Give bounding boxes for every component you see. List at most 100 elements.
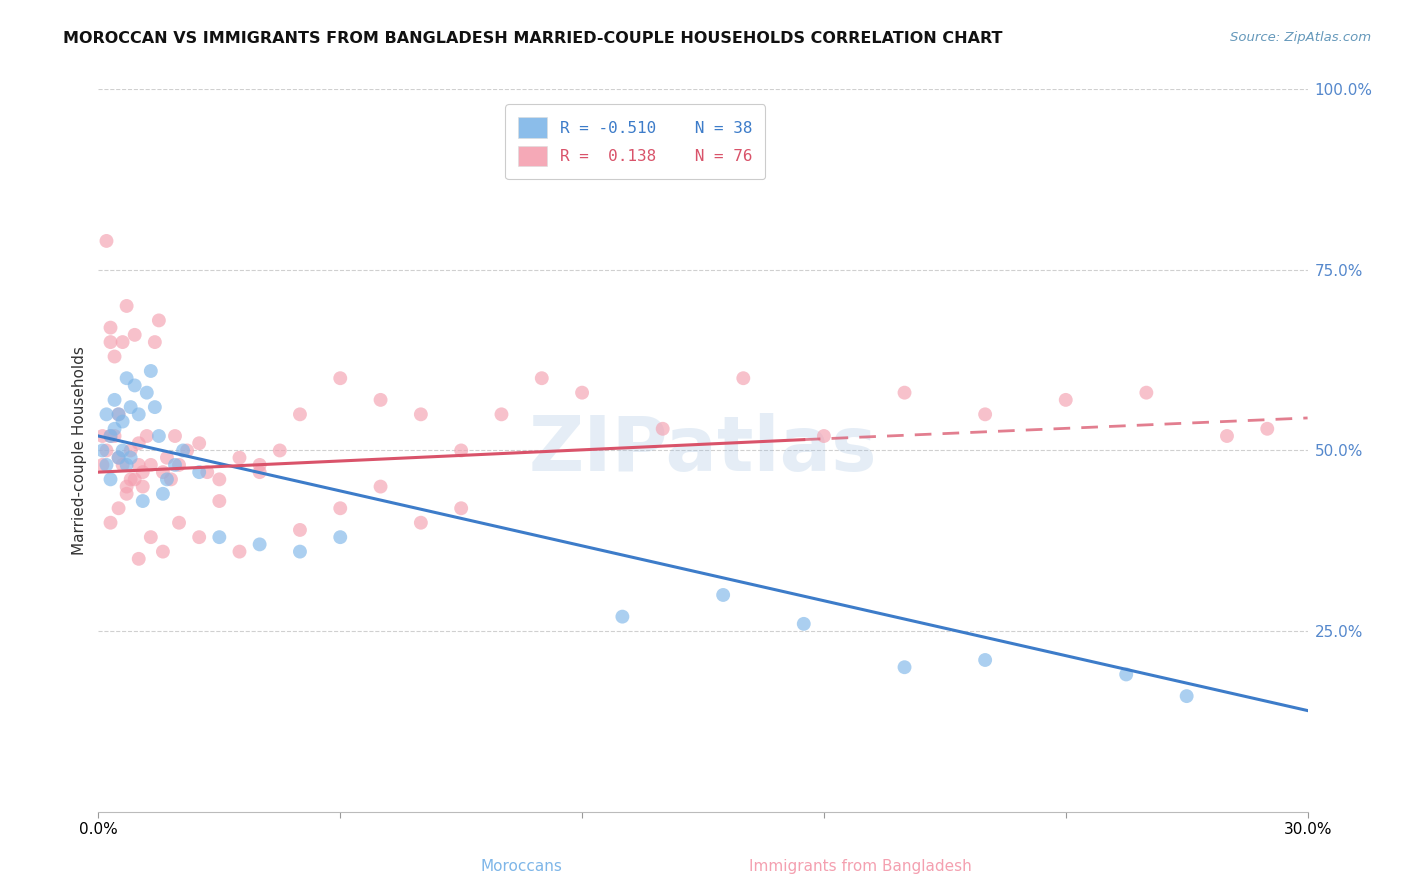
Point (96, 458, 118, 472)
Point (152, 465, 174, 479)
Text: Immigrants from Bangladesh: Immigrants from Bangladesh (749, 859, 972, 873)
Point (329, 501, 352, 516)
Point (128, 551, 150, 566)
Point (139, 458, 162, 472)
Point (1054, 392, 1077, 407)
Text: MOROCCAN VS IMMIGRANTS FROM BANGLADESH MARRIED-COUPLE HOUSEHOLDS CORRELATION CHA: MOROCCAN VS IMMIGRANTS FROM BANGLADESH M… (63, 31, 1002, 46)
Point (152, 544, 174, 558)
Point (156, 472, 179, 486)
Point (176, 443, 198, 458)
Point (115, 371, 138, 385)
Point (249, 458, 271, 472)
Point (1216, 429, 1239, 443)
Point (96, 407, 118, 421)
Point (188, 436, 211, 450)
Point (370, 392, 392, 407)
Point (132, 465, 155, 479)
Point (893, 385, 915, 400)
Point (156, 450, 179, 465)
Point (269, 443, 291, 458)
Point (1115, 667, 1137, 681)
Point (148, 313, 170, 327)
Point (409, 407, 432, 421)
Point (974, 407, 997, 421)
Point (111, 415, 134, 429)
Point (100, 334, 122, 349)
Point (450, 443, 472, 458)
Point (651, 422, 673, 436)
Point (288, 544, 311, 558)
Point (115, 458, 138, 472)
Point (188, 530, 211, 544)
Point (143, 334, 166, 349)
Point (103, 422, 125, 436)
Point (100, 429, 122, 443)
Point (612, 609, 634, 624)
Legend: R = -0.510    N = 38, R =  0.138    N = 76: R = -0.510 N = 38, R = 0.138 N = 76 (505, 104, 765, 179)
Point (135, 385, 157, 400)
Point (124, 327, 146, 342)
Point (139, 364, 162, 378)
Point (107, 450, 129, 465)
Point (793, 616, 815, 631)
Text: Moroccans: Moroccans (481, 859, 562, 873)
Point (1256, 422, 1278, 436)
Point (128, 458, 150, 472)
Point (329, 371, 352, 385)
Point (143, 400, 166, 414)
Point (120, 472, 142, 486)
Point (124, 378, 146, 392)
Point (288, 407, 311, 421)
Point (100, 516, 122, 530)
Point (91, 429, 114, 443)
Point (107, 450, 129, 465)
Point (103, 392, 125, 407)
Point (128, 436, 150, 450)
Point (103, 350, 125, 364)
Point (228, 544, 250, 558)
Point (91, 458, 114, 472)
Point (195, 465, 218, 479)
Point (124, 472, 146, 486)
Point (107, 501, 129, 516)
Point (115, 480, 138, 494)
Point (132, 494, 155, 508)
Point (120, 400, 142, 414)
Point (120, 443, 142, 458)
Point (111, 458, 134, 472)
Point (91, 443, 114, 458)
Point (208, 530, 231, 544)
Point (733, 371, 755, 385)
Point (152, 487, 174, 501)
Point (160, 472, 183, 486)
Point (409, 516, 432, 530)
Point (100, 472, 122, 486)
Point (530, 371, 553, 385)
Point (249, 465, 271, 479)
Point (1175, 689, 1198, 703)
Point (208, 494, 231, 508)
Point (711, 588, 734, 602)
Point (100, 320, 122, 334)
Point (188, 465, 211, 479)
Point (172, 443, 194, 458)
Point (249, 537, 271, 551)
Point (115, 487, 138, 501)
Point (167, 458, 190, 472)
Point (208, 472, 231, 486)
Point (135, 429, 157, 443)
Point (974, 653, 997, 667)
Text: Source: ZipAtlas.com: Source: ZipAtlas.com (1230, 31, 1371, 45)
Point (571, 385, 593, 400)
Point (167, 516, 190, 530)
Point (163, 429, 186, 443)
Point (288, 523, 311, 537)
Point (813, 429, 835, 443)
Point (132, 480, 155, 494)
Point (329, 530, 352, 544)
Point (120, 450, 142, 465)
Point (128, 407, 150, 421)
Point (107, 407, 129, 421)
Point (100, 429, 122, 443)
Point (103, 429, 125, 443)
